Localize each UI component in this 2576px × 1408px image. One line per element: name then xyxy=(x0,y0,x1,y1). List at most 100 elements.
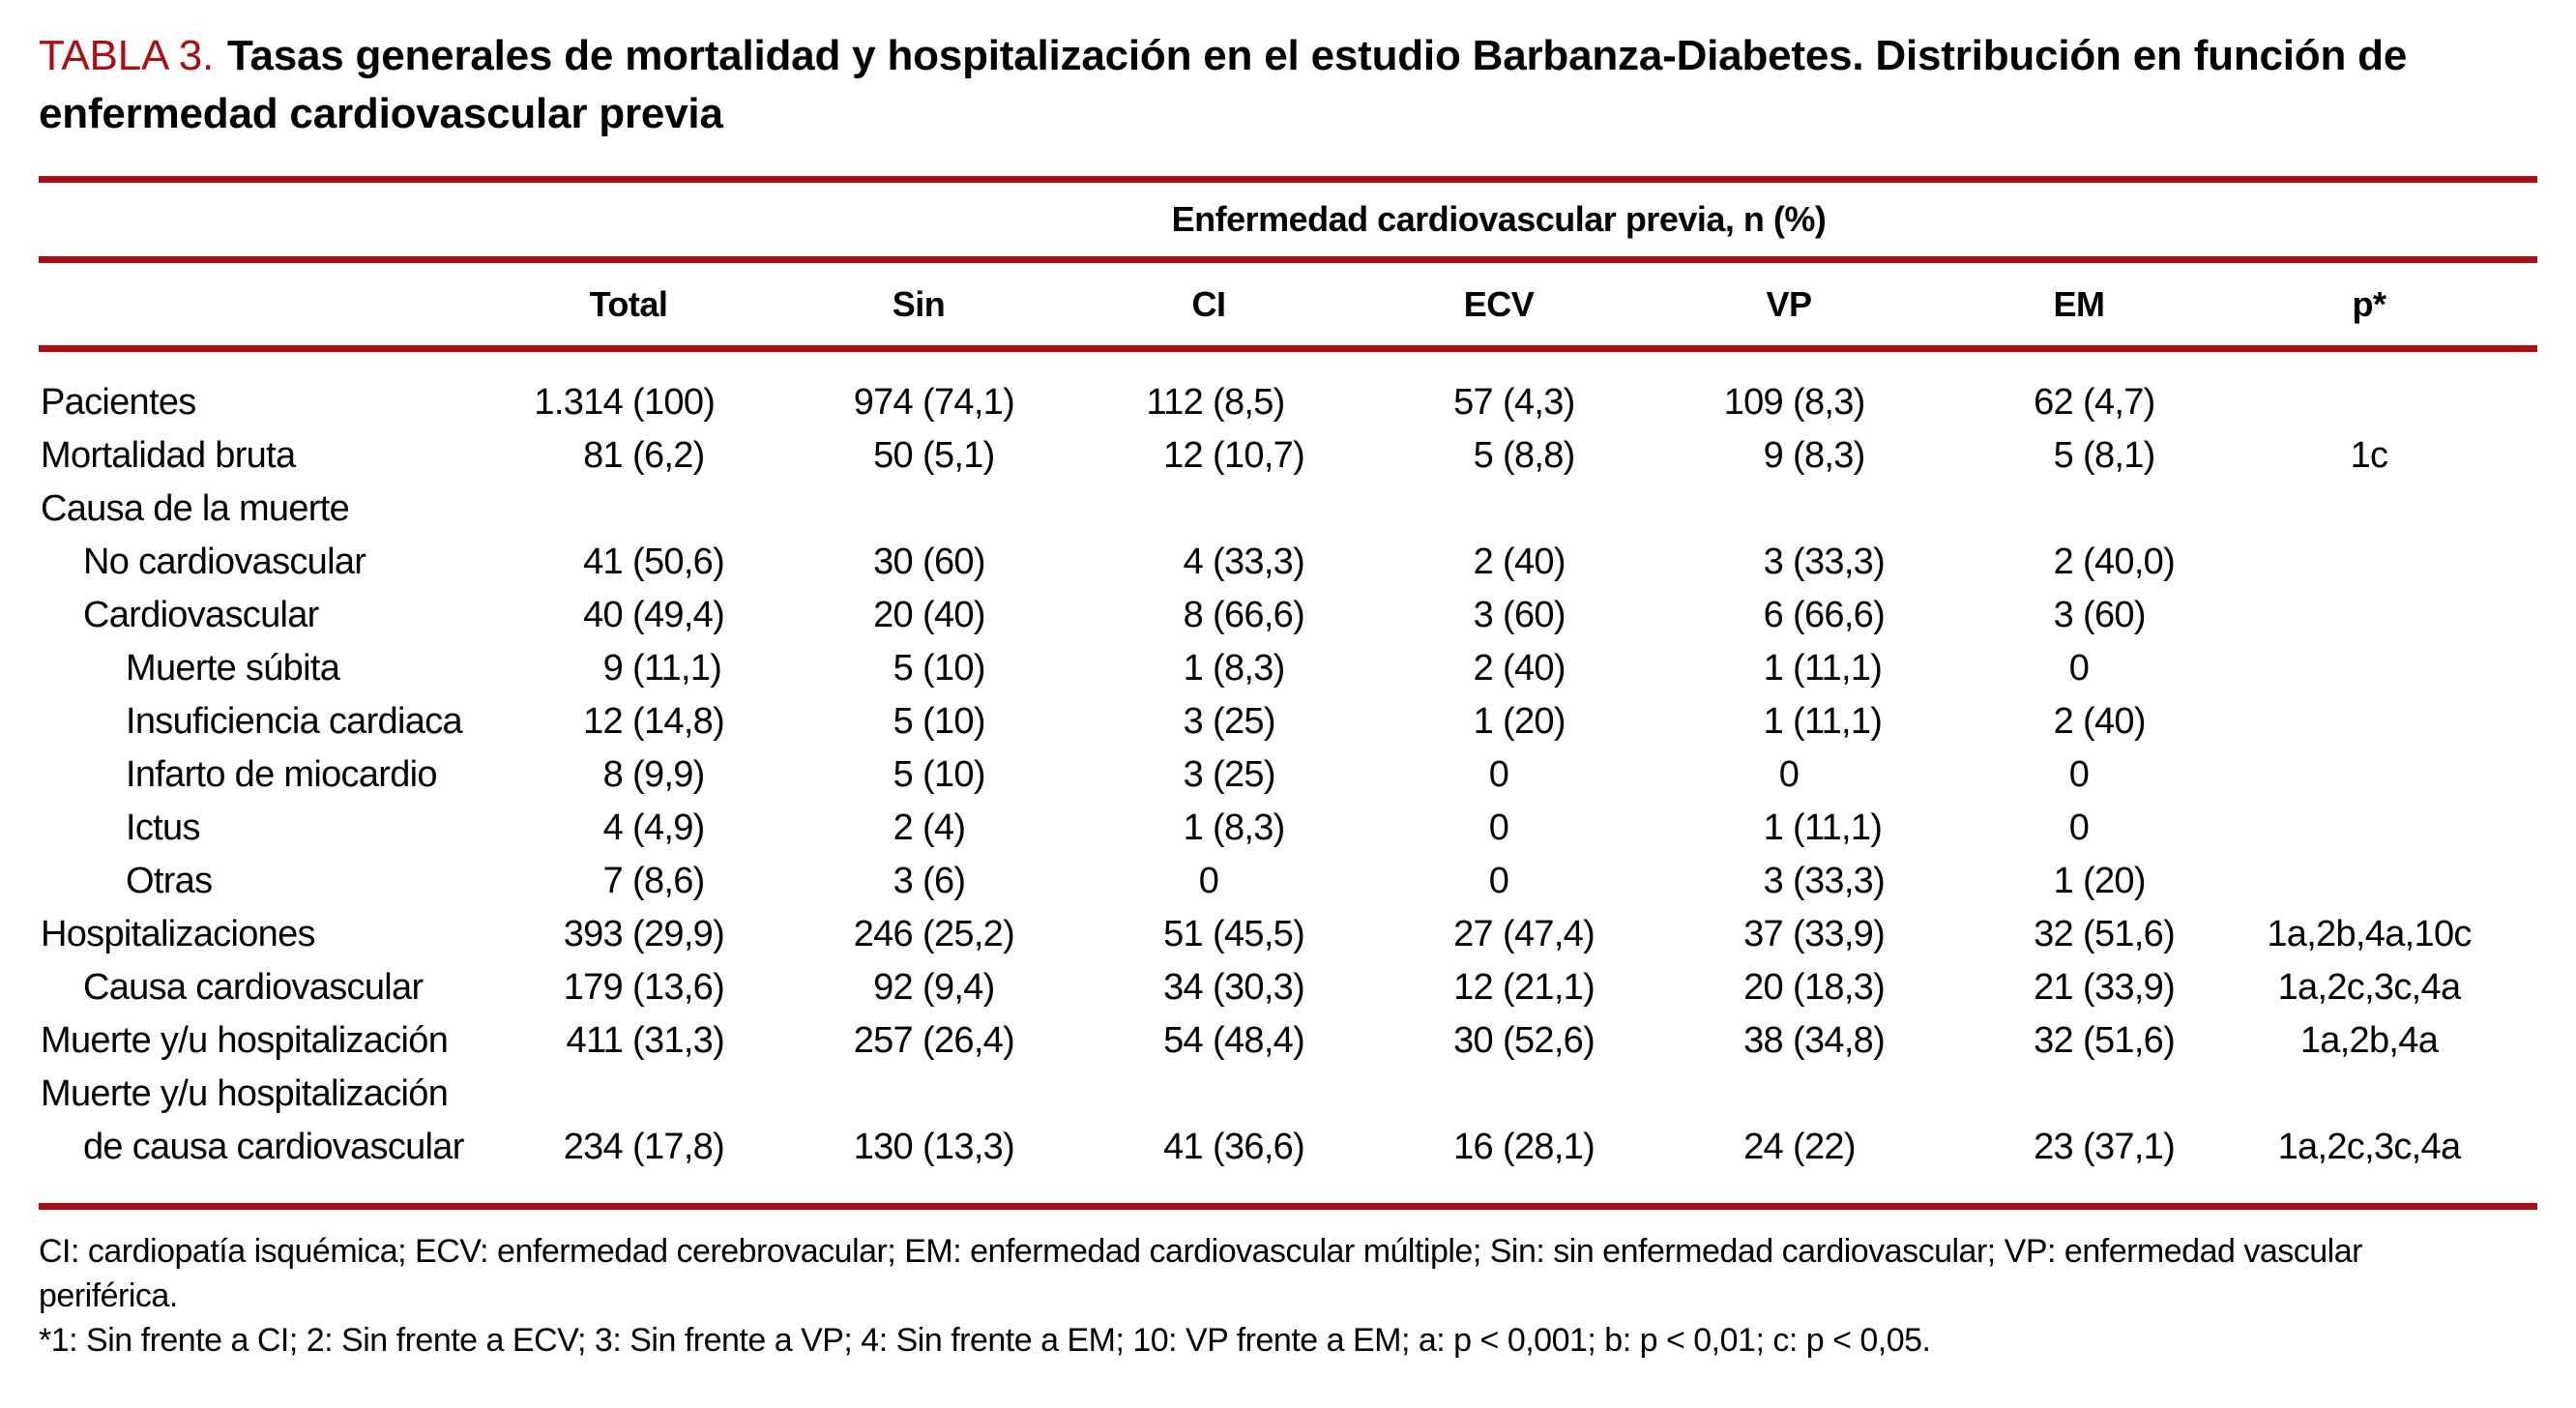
value-cell: 1 (11,1) xyxy=(1763,701,1883,742)
value-cell: 179 (13,6) xyxy=(563,967,725,1008)
value-cell: 30 (52,6) xyxy=(1453,1020,1595,1061)
footnotes: CI: cardiopatía isquémica; ECV: enfermed… xyxy=(39,1229,2537,1363)
value-cell: 81 (6,2) xyxy=(583,435,705,476)
row-label: Infarto de miocardio xyxy=(126,754,438,795)
table-row: Ictus 4 (4,9) 2 (4) 1 (8,3) 0 1 (11,1) 0 xyxy=(39,802,2537,855)
table-row: Hospitalizaciones 393 (29,9) 246 (25,2) 51 (45… xyxy=(39,908,2537,961)
value-cell: 5 (10) xyxy=(893,754,986,795)
value-cell: 37 (33,9) xyxy=(1743,914,1886,954)
value-cell: 5 (10) xyxy=(893,648,986,689)
value-cell: 92 (9,4) xyxy=(873,967,995,1008)
value-cell: 34 (30,3) xyxy=(1163,967,1305,1008)
table-row: Causa de la muerte xyxy=(39,483,2537,536)
bottom-rule xyxy=(39,1203,2537,1210)
value-cell: 20 (18,3) xyxy=(1743,967,1886,1008)
table-row: Mortalidad bruta 81 (6,2) 50 (5,1) 12 (10,7) 5(… xyxy=(39,429,2537,483)
group-header-rule xyxy=(39,256,2537,263)
value-cell: 393 (29,9) xyxy=(563,914,725,954)
value-cell: 41 (36,6) xyxy=(1163,1127,1305,1167)
value-cell: 109 (8,3) xyxy=(1723,382,1866,423)
value-cell: 32 (51,6) xyxy=(2034,914,2176,954)
value-cell: 1 (11,1) xyxy=(1763,807,1883,848)
row-label: Insuficiencia cardiaca xyxy=(126,701,463,742)
value-cell: 1 (20) xyxy=(1473,701,1566,742)
table-row: Otras 7 (8,6) 3 (6) 0 0 3 (33,3) 1 (20) xyxy=(39,855,2537,908)
table-row: Causa cardiovascular 179 (13,6) 92 (9,4) 34 (3… xyxy=(39,961,2537,1014)
table-body: Pacientes 1.314 (100) 974 (74,1) 112 (8,5) 57 (4… xyxy=(39,352,2537,1203)
column-header-em: EM xyxy=(2053,283,2106,324)
value-cell: 0 xyxy=(2068,754,2090,795)
value-cell: 257 (26,4) xyxy=(853,1020,1015,1061)
value-cell: 3 (60) xyxy=(1473,595,1566,635)
table-number-label: TABLA 3. xyxy=(39,32,215,79)
value-cell: 6 (66,6) xyxy=(1763,595,1886,635)
column-header-rule xyxy=(39,345,2537,352)
row-label: No cardiovascular xyxy=(83,542,366,582)
table-row: Muerte y/u hospitalización xyxy=(39,1068,2537,1121)
value-cell: 3 (33,3) xyxy=(1763,542,1886,582)
footnote-abbreviations-line: periférica. xyxy=(39,1277,178,1314)
value-cell: 12 (14,8) xyxy=(583,701,725,742)
value-cell: 27 (47,4) xyxy=(1453,914,1595,954)
row-label: Muerte y/u hospitalización xyxy=(41,1073,449,1114)
row-label: Muerte y/u hospitalización xyxy=(41,1020,449,1061)
top-rule xyxy=(39,176,2537,183)
column-header-vp: VP xyxy=(1766,283,1812,324)
row-label: Muerte súbita xyxy=(126,648,340,689)
value-cell: 20 (40) xyxy=(873,595,985,635)
value-cell: 3 (60) xyxy=(2053,595,2147,635)
value-cell: 0 xyxy=(1488,754,1509,795)
value-cell: 234 (17,8) xyxy=(563,1127,725,1167)
value-cell: 2 (40,0) xyxy=(2053,542,2176,582)
value-cell: 54 (48,4) xyxy=(1163,1020,1305,1061)
value-cell: 4 (33,3) xyxy=(1183,542,1305,582)
value-cell: 0 xyxy=(1198,861,1219,901)
value-cell: 112 (8,5) xyxy=(1146,382,1286,423)
value-cell: 1 (11,1) xyxy=(1763,648,1883,689)
row-label: Causa cardiovascular xyxy=(83,967,424,1008)
row-label: Hospitalizaciones xyxy=(41,914,316,954)
value-cell: 0 xyxy=(1488,861,1509,901)
value-cell: 62 (4,7) xyxy=(2034,382,2155,423)
value-cell: 7 (8,6) xyxy=(602,861,706,901)
row-label: Pacientes xyxy=(41,382,196,423)
value-cell: 0 xyxy=(2068,807,2090,848)
value-cell: 51 (45,5) xyxy=(1163,914,1305,954)
value-cell: 9 (8,3) xyxy=(1763,435,1866,476)
footnote-significance: *1: Sin frente a CI; 2: Sin frente a ECV… xyxy=(39,1322,1931,1359)
value-cell: 3 (6) xyxy=(893,861,966,901)
value-cell: 974 (74,1) xyxy=(853,382,1015,423)
row-label: Mortalidad bruta xyxy=(41,435,296,476)
table-row: Muerte y/u hospitalización 411 (31,3) 257 (2… xyxy=(39,1014,2537,1068)
value-cell: 411 (31,3) xyxy=(566,1020,725,1061)
value-cell: 23 (37,1) xyxy=(2034,1127,2176,1167)
value-cell: 57 (4,3) xyxy=(1453,382,1575,423)
column-header-p: p* xyxy=(2352,283,2387,324)
value-cell: 9 (11,1) xyxy=(602,648,722,689)
value-cell: 5 (10) xyxy=(893,701,986,742)
column-header-row: Total Sin CI ECV VP EM p* xyxy=(39,263,2537,345)
table-row: No cardiovascular 41 (50,6) 30 (60) 4 (33,3) 2(… xyxy=(39,536,2537,589)
table-row: de causa cardiovascular 234 (17,8) 130 (13,3… xyxy=(39,1121,2537,1174)
value-cell: 3 (25) xyxy=(1183,754,1276,795)
value-cell: 3 (25) xyxy=(1183,701,1276,742)
value-cell: 24 (22) xyxy=(1743,1127,1856,1167)
value-cell: 32 (51,6) xyxy=(2034,1020,2176,1061)
value-cell: 3 (33,3) xyxy=(1763,861,1886,901)
group-header-row: Enfermedad cardiovascular previa, n (%) xyxy=(39,183,2537,256)
value-cell: 0 xyxy=(1778,754,1800,795)
row-label: Causa de la muerte xyxy=(41,488,350,529)
value-cell: 16 (28,1) xyxy=(1453,1127,1595,1167)
value-cell: 8 (66,6) xyxy=(1183,595,1305,635)
value-cell: 1 (8,3) xyxy=(1183,807,1286,848)
table-row: Muerte súbita 9 (11,1) 5 (10) 1 (8,3) 2 (40) 1 (11… xyxy=(39,642,2537,695)
column-header-sin: Sin xyxy=(892,283,946,324)
row-label: Cardiovascular xyxy=(83,595,319,635)
group-header: Enfermedad cardiovascular previa, n (%) xyxy=(1171,199,1827,239)
value-cell: 246 (25,2) xyxy=(853,914,1015,954)
row-label: de causa cardiovascular xyxy=(83,1127,464,1167)
column-header-ci: CI xyxy=(1191,283,1227,324)
value-cell: 4 (4,9) xyxy=(602,807,706,848)
row-label: Ictus xyxy=(126,807,200,848)
value-cell: 2 (40) xyxy=(1473,542,1566,582)
